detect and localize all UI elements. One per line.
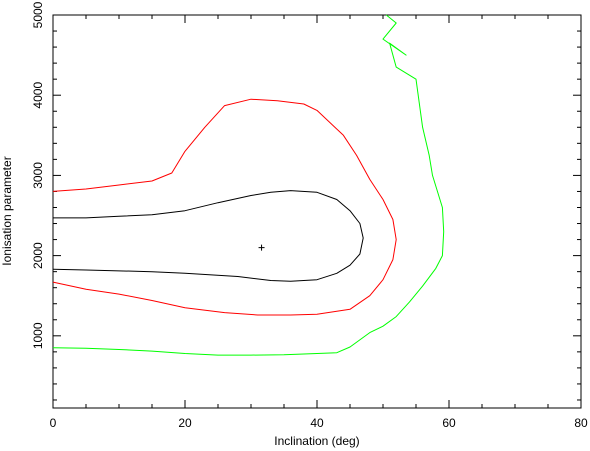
y-tick-label: 5000 — [31, 1, 45, 28]
series-layer — [52, 14, 445, 356]
contour-line-1 — [52, 190, 364, 282]
y-axis-label: Ionisation parameter — [0, 156, 14, 265]
y-tick-label: 1000 — [31, 322, 45, 349]
y-tick-label: 3000 — [31, 162, 45, 189]
plot-frame — [52, 14, 582, 409]
x-axis-label: Inclination (deg) — [274, 434, 359, 448]
x-tick-label: 0 — [50, 416, 57, 430]
x-tick-label: 60 — [442, 416, 456, 430]
best-fit-marker — [258, 244, 265, 251]
contour-line-3 — [52, 14, 445, 356]
y-tick-label: 2000 — [31, 242, 45, 269]
x-tick-label: 20 — [178, 416, 192, 430]
x-tick-label: 40 — [310, 416, 324, 430]
x-tick-label: 80 — [574, 416, 588, 430]
tick-labels-layer: 0 20 40 60 80 1000 2000 3000 4000 5000 — [31, 1, 588, 430]
marker-layer — [258, 244, 265, 251]
y-tick-label: 4000 — [31, 82, 45, 109]
contour-line-2 — [52, 98, 397, 316]
